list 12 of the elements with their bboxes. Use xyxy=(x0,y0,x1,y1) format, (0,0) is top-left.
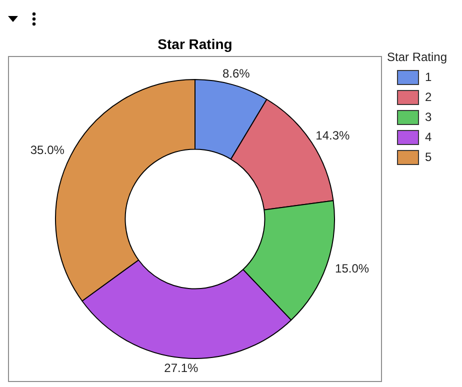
chart-title: Star Rating xyxy=(156,36,234,54)
data-label: 8.6% xyxy=(222,66,250,80)
data-label: 15.0% xyxy=(335,261,370,276)
legend-title: Star Rating xyxy=(387,50,448,64)
legend-label: 5 xyxy=(425,150,432,164)
legend-label: 4 xyxy=(425,130,432,144)
legend-label: 3 xyxy=(425,110,432,124)
legend-label: 1 xyxy=(425,70,432,84)
data-label: 14.3% xyxy=(316,128,350,143)
legend-label: 2 xyxy=(425,90,432,104)
data-label: 35.0% xyxy=(30,142,65,157)
data-label: 27.1% xyxy=(164,361,199,376)
